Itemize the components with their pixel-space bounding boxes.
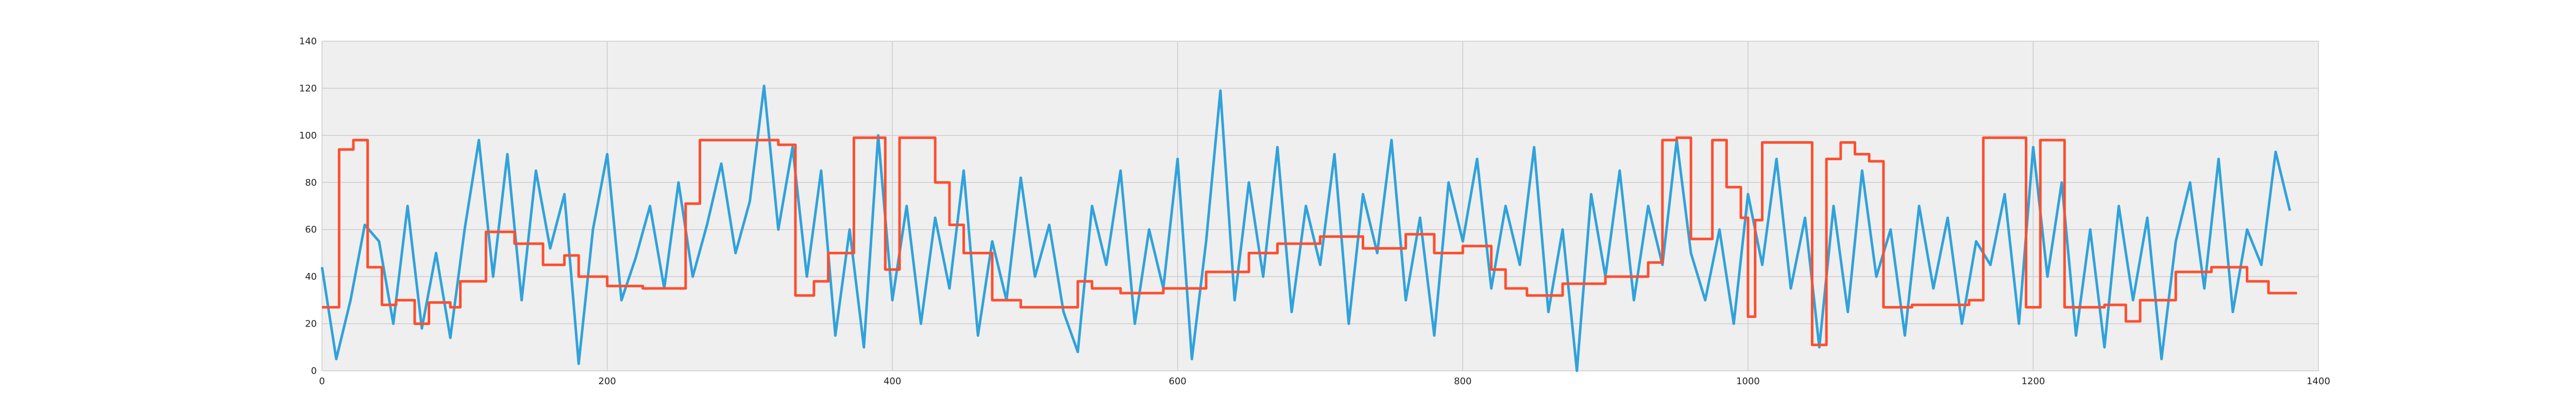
x-tick-label: 1400 [2307, 376, 2330, 387]
y-tick-label: 60 [305, 225, 317, 235]
y-tick-label: 20 [305, 319, 317, 330]
plot-area [322, 41, 2318, 371]
y-tick-label: 120 [299, 83, 317, 94]
x-tick-label: 800 [1454, 376, 1471, 387]
y-tick-label: 40 [305, 271, 317, 282]
y-tick-label: 0 [311, 366, 317, 376]
x-tick-label: 0 [319, 376, 325, 387]
series-line [320, 84, 2292, 372]
x-tick-label: 600 [1169, 376, 1187, 387]
x-tick-label: 1200 [2022, 376, 2045, 387]
x-tick-label: 200 [598, 376, 616, 387]
x-tick-label: 1000 [1736, 376, 1760, 387]
y-tick-label: 140 [299, 36, 317, 47]
y-tick-label: 100 [299, 130, 317, 141]
y-tick-label: 80 [305, 177, 317, 188]
x-tick-label: 400 [884, 376, 901, 387]
series-line [322, 136, 2297, 347]
